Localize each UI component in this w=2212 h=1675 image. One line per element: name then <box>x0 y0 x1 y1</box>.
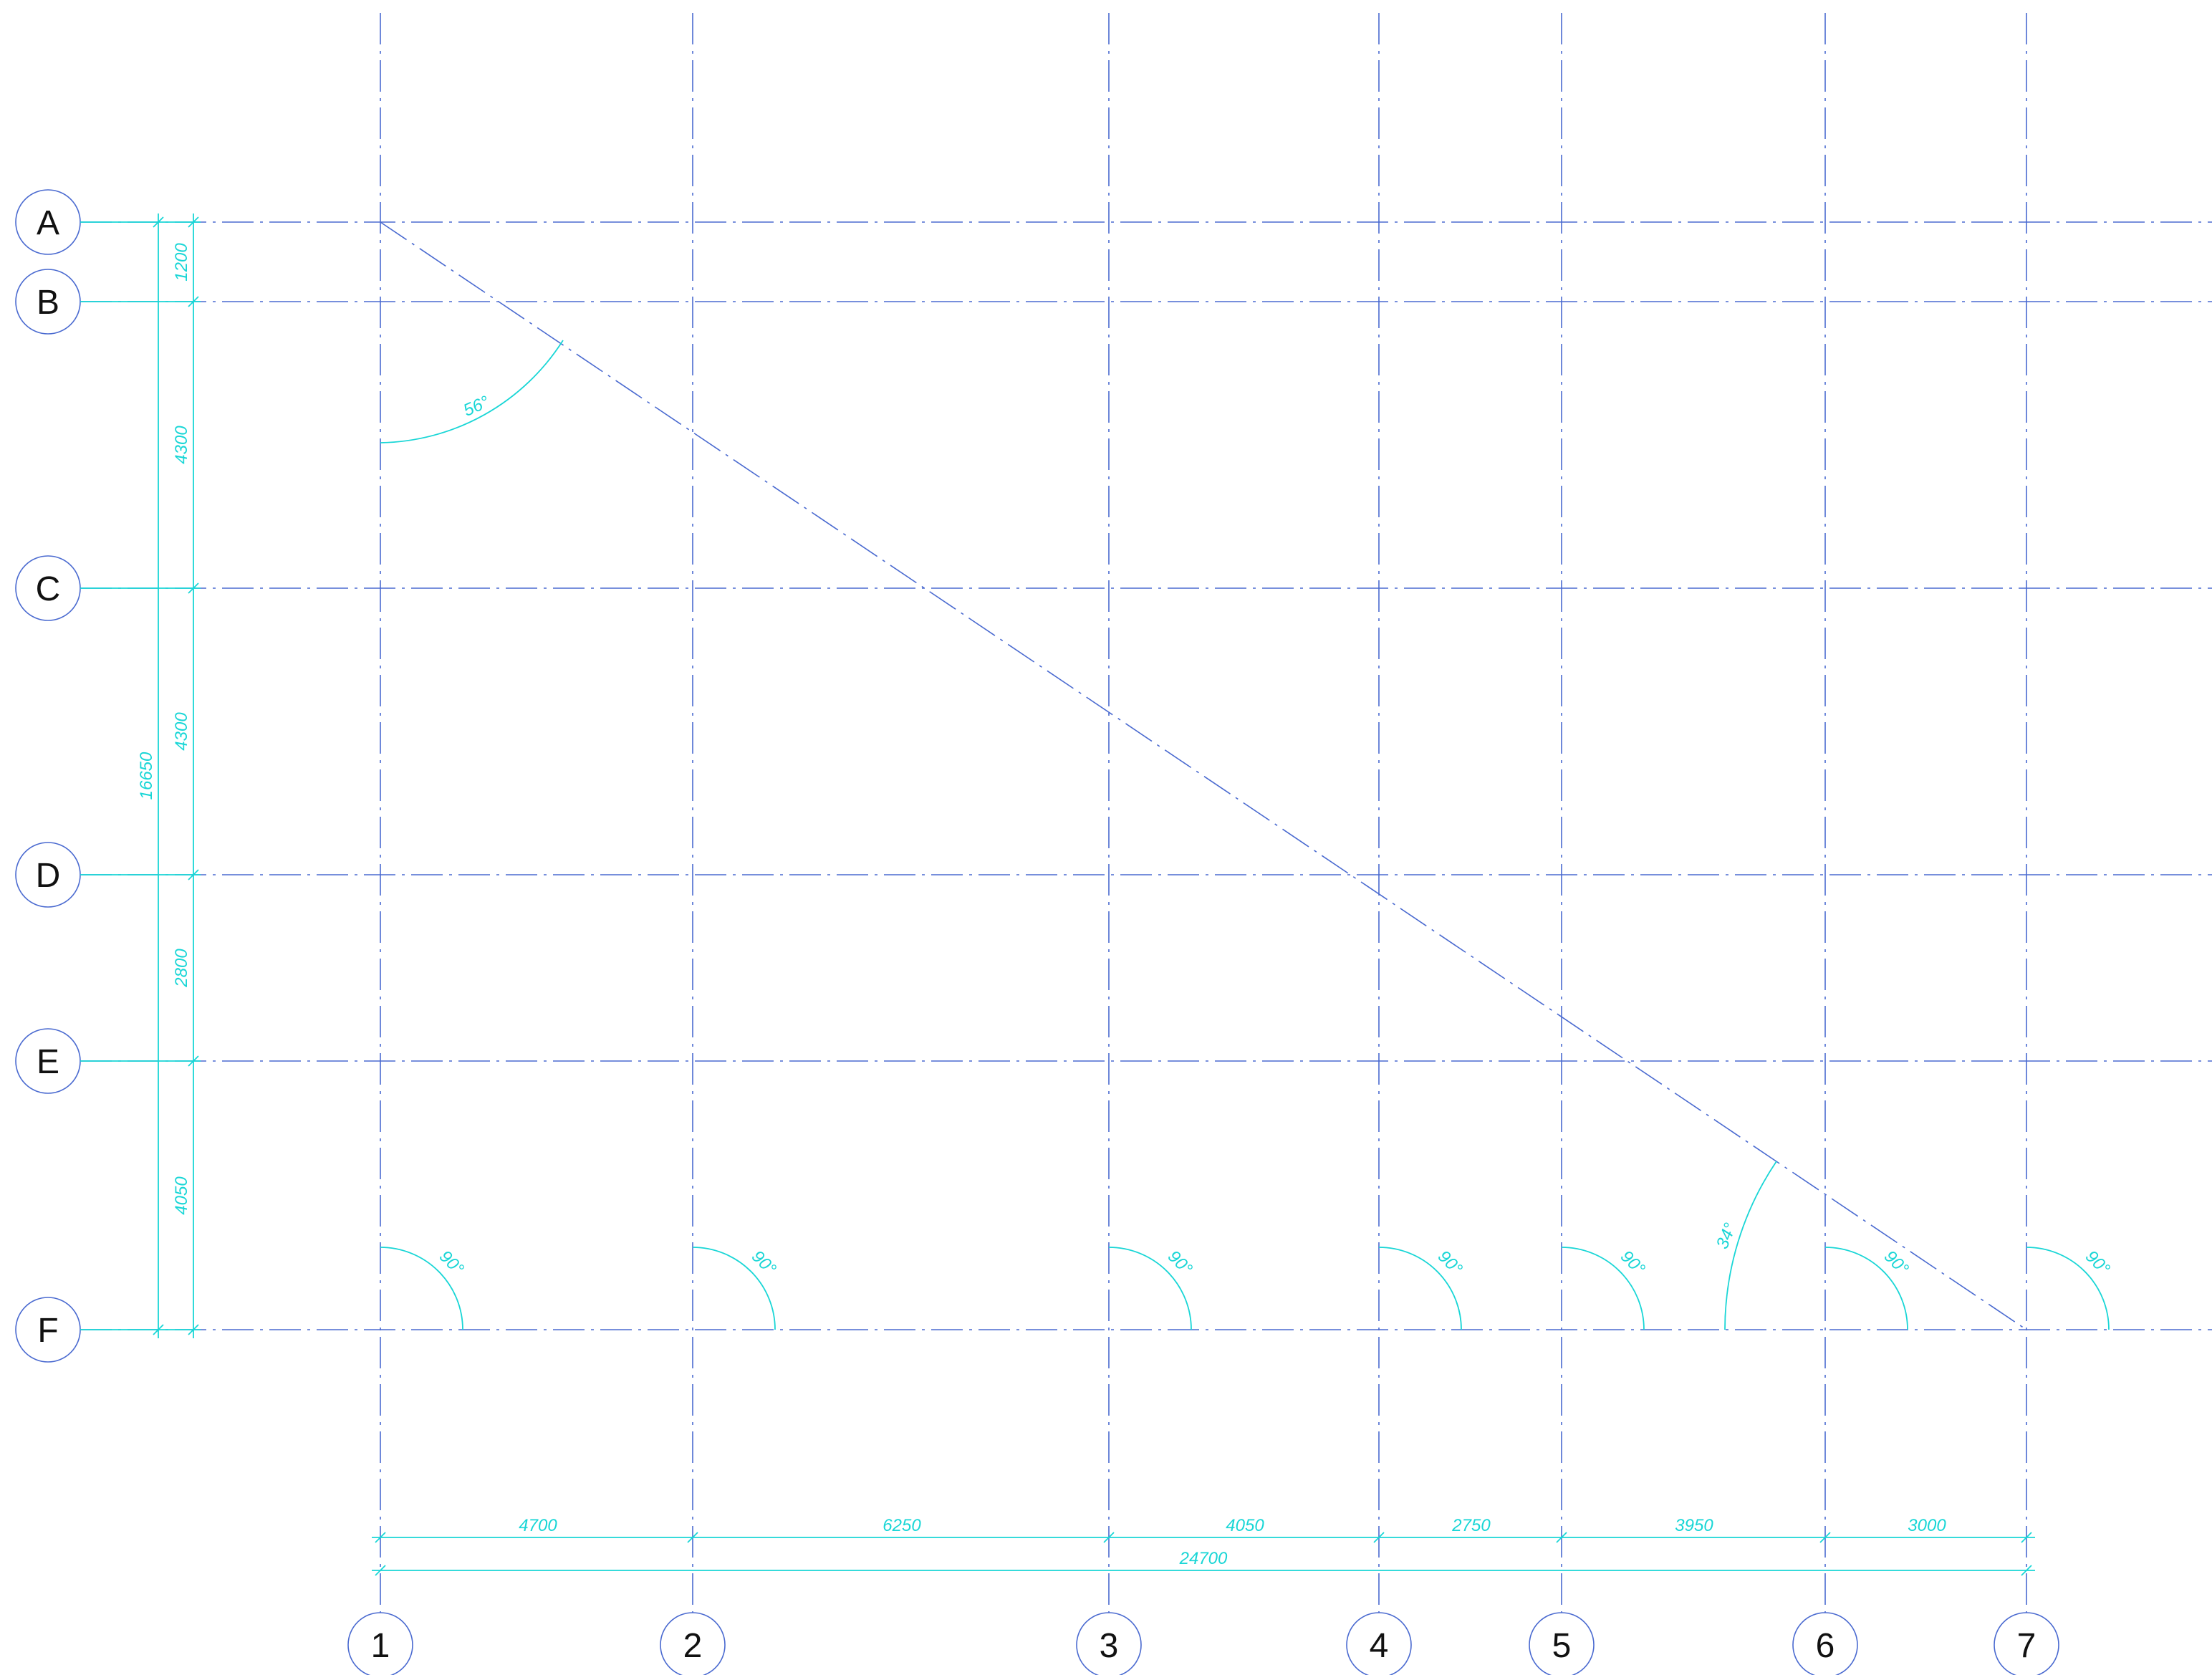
column-dimension-label: 2750 <box>1451 1516 1491 1535</box>
row-bubble-f[interactable]: F <box>15 1297 81 1363</box>
row-axis-label: F <box>37 1312 58 1350</box>
dimension-tick <box>2021 1565 2032 1576</box>
dimension-tick <box>687 1532 698 1543</box>
row-bubble-d[interactable]: D <box>15 842 81 908</box>
right-angle-arc-col-5 <box>1561 1247 1645 1330</box>
right-angle-label: 90° <box>748 1247 780 1279</box>
column-axis-bubbles: 1 2 3 4 5 6 7 <box>347 1612 2059 1675</box>
dimension-tick <box>375 1532 386 1543</box>
right-angle-arc-col-4 <box>1378 1247 1462 1330</box>
row-dimension-label: 4050 <box>172 1176 191 1215</box>
row-bubble-e[interactable]: E <box>15 1028 81 1094</box>
row-axis-label: E <box>37 1043 59 1081</box>
column-bubble-4[interactable]: 4 <box>1346 1612 1412 1675</box>
row-dimension-label: 4300 <box>172 426 191 464</box>
row-bubble-c[interactable]: C <box>15 555 81 621</box>
column-dimension-chain: 4700 6250 4050 2750 3950 3000 24700 <box>372 1516 2035 1576</box>
dimension-tick <box>188 216 199 228</box>
row-dimension-label: 4300 <box>172 712 191 751</box>
dimension-tick <box>188 296 199 307</box>
column-bubble-1[interactable]: 1 <box>347 1612 413 1675</box>
right-angle-arc-col-1 <box>380 1247 463 1330</box>
column-axis-label: 6 <box>1816 1627 1835 1665</box>
column-bubble-5[interactable]: 5 <box>1529 1612 1595 1675</box>
column-bubble-7[interactable]: 7 <box>1994 1612 2059 1675</box>
column-dimension-label: 4700 <box>519 1516 557 1535</box>
column-dimension-label: 4050 <box>1226 1516 1264 1535</box>
dimension-tick <box>1103 1532 1115 1543</box>
column-axis-label: 2 <box>683 1627 703 1665</box>
right-angle-label: 90° <box>2082 1247 2114 1279</box>
dimension-tick <box>153 216 164 228</box>
top-angle-label: 56° <box>461 392 493 421</box>
right-angle-label: 90° <box>1164 1247 1196 1279</box>
right-angle-label: 90° <box>1617 1247 1649 1279</box>
angle-annotations: 56° 90° 90° 90° 90° 90° 90° 90° 34° <box>380 340 2114 1330</box>
column-dimension-label: 6250 <box>883 1516 921 1535</box>
dimension-tick <box>188 869 199 880</box>
row-total-dimension-label: 16650 <box>137 752 156 800</box>
dimension-tick <box>153 1324 164 1335</box>
column-bubble-2[interactable]: 2 <box>660 1612 726 1675</box>
row-bubble-b[interactable]: B <box>15 269 81 335</box>
column-bubble-3[interactable]: 3 <box>1076 1612 1142 1675</box>
row-dimension-chain: 1200 4300 4300 2800 4050 16650 <box>80 213 201 1338</box>
column-total-dimension-label: 24700 <box>1179 1549 1228 1568</box>
right-angle-arc-col-2 <box>692 1247 776 1330</box>
right-angle-label: 90° <box>1880 1247 1913 1279</box>
column-dimension-label: 3950 <box>1675 1516 1713 1535</box>
row-axis-label: D <box>36 857 61 895</box>
dimension-tick <box>1819 1532 1831 1543</box>
row-dimension-label: 1200 <box>172 243 191 282</box>
row-bubble-a[interactable]: A <box>15 189 81 255</box>
dimension-tick <box>375 1565 386 1576</box>
column-axis-label: 7 <box>2017 1627 2037 1665</box>
dimension-tick <box>2021 1532 2032 1543</box>
column-bubble-6[interactable]: 6 <box>1792 1612 1858 1675</box>
right-angle-arc-col-3 <box>1108 1247 1192 1330</box>
row-axis-label: C <box>36 570 61 608</box>
right-angle-label: 90° <box>1434 1247 1466 1279</box>
column-axis-label: 5 <box>1552 1627 1572 1665</box>
dimension-tick <box>1556 1532 1567 1543</box>
dimension-tick <box>188 582 199 594</box>
diagonal-axis-line <box>380 221 2027 1330</box>
column-axis-label: 1 <box>371 1627 390 1665</box>
row-axis-bubbles: A B C D E F <box>15 189 81 1363</box>
diagonal-grid-line <box>380 221 2027 1330</box>
row-dimension-label: 2800 <box>172 949 191 988</box>
right-angle-label: 90° <box>436 1247 468 1279</box>
grid-lines <box>80 13 2212 1613</box>
column-axis-label: 3 <box>1100 1627 1119 1665</box>
column-axis-label: 4 <box>1370 1627 1389 1665</box>
row-axis-label: B <box>37 284 59 322</box>
right-angle-arc-col-6 <box>1824 1247 1908 1330</box>
dimension-tick <box>188 1324 199 1335</box>
diagonal-bottom-angle-arc <box>1724 1161 1777 1330</box>
column-dimension-label: 3000 <box>1908 1516 1946 1535</box>
row-axis-label: A <box>37 204 59 242</box>
right-angle-arc-col-7 <box>2026 1247 2110 1330</box>
dimension-tick <box>188 1055 199 1067</box>
top-angle-arc <box>380 340 564 443</box>
dimension-tick <box>1373 1532 1385 1543</box>
